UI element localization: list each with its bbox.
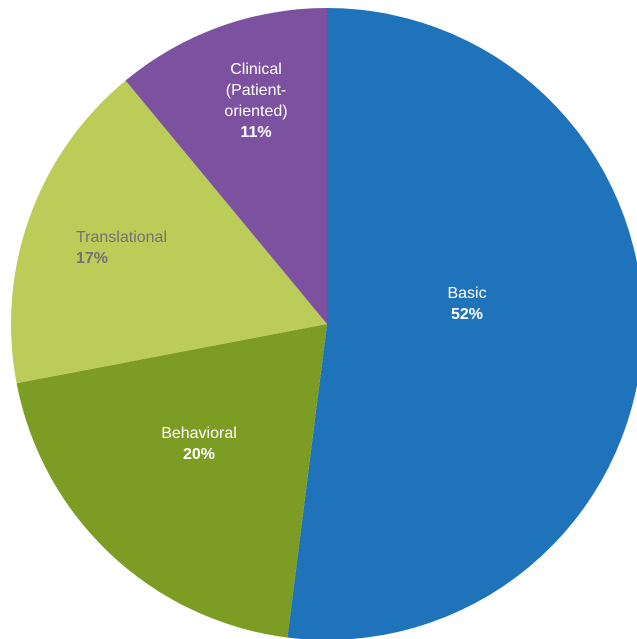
pie-slice-translational [11,80,327,384]
slice-label-line: Clinical [230,61,282,78]
slice-label-2: Translational 17% [76,229,167,267]
slice-label-1: Behavioral 20% [161,425,237,463]
pie-slice-basic [287,8,637,639]
pie-slice-behavioral [16,324,327,638]
pie-slice-clinical-patient-oriented [125,8,327,324]
pie-slices [11,8,637,639]
slice-percent-label: 52% [451,306,483,323]
pie-labels: Basic 52% Behavioral 20% Translational 17% Cli… [76,61,487,463]
slice-label-line: Basic [447,285,486,302]
slice-label-line: (Patient- [226,82,286,99]
slice-label-3: Clinical (Patient-oriented) 11% [224,61,287,141]
slice-label-0: Basic 52% [447,285,486,323]
slice-percent-label: 20% [183,446,215,463]
slice-percent-label: 17% [76,250,108,267]
slice-label-line: Behavioral [161,425,237,442]
slice-label-line: Translational [76,229,167,246]
slice-percent-label: 11% [240,124,271,141]
slice-label-line: oriented) [224,103,287,120]
